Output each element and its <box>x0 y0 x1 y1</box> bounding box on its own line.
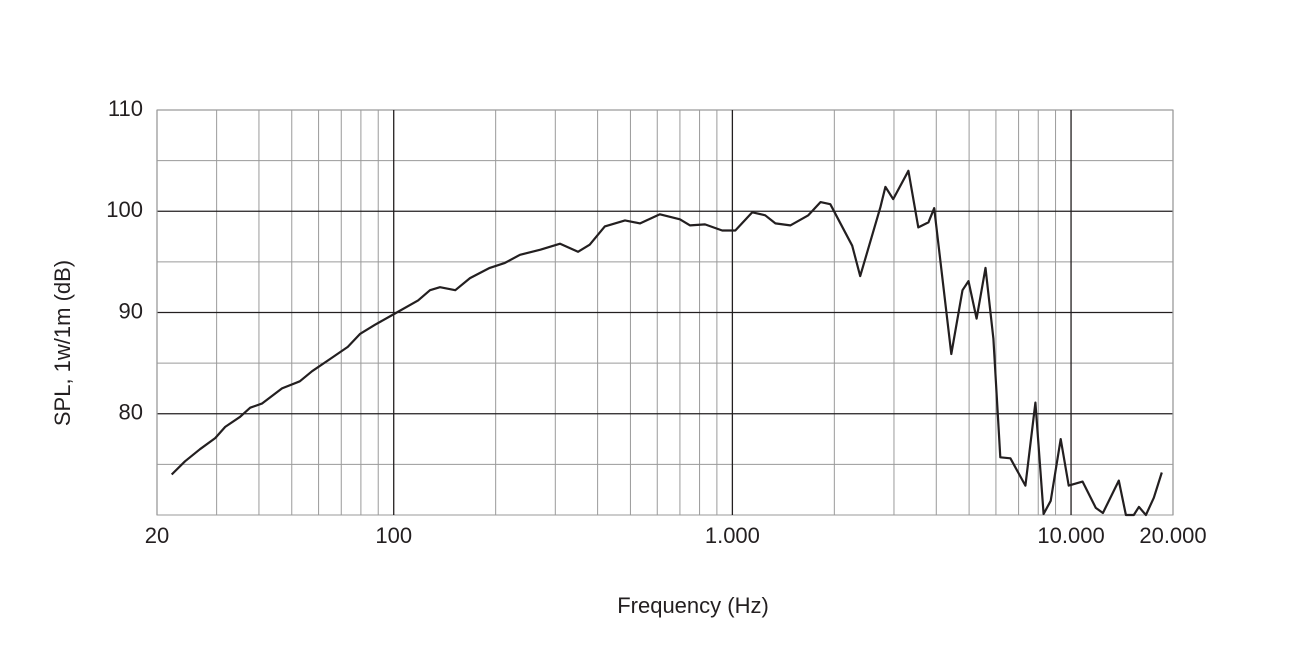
y-axis-label: SPL, 1w/1m (dB) <box>50 260 75 426</box>
y-tick-label: 100 <box>106 197 143 222</box>
x-tick-label: 20.000 <box>1139 523 1206 548</box>
x-tick-label: 100 <box>375 523 412 548</box>
y-tick-label: 80 <box>119 400 143 425</box>
x-tick-label: 1.000 <box>705 523 760 548</box>
x-axis-label: Frequency (Hz) <box>617 593 769 618</box>
y-tick-label: 110 <box>108 96 143 121</box>
x-tick-label: 10.000 <box>1037 523 1104 548</box>
line-series <box>170 169 1163 517</box>
x-tick-label: 20 <box>145 523 169 548</box>
y-tick-label: 90 <box>119 298 143 323</box>
